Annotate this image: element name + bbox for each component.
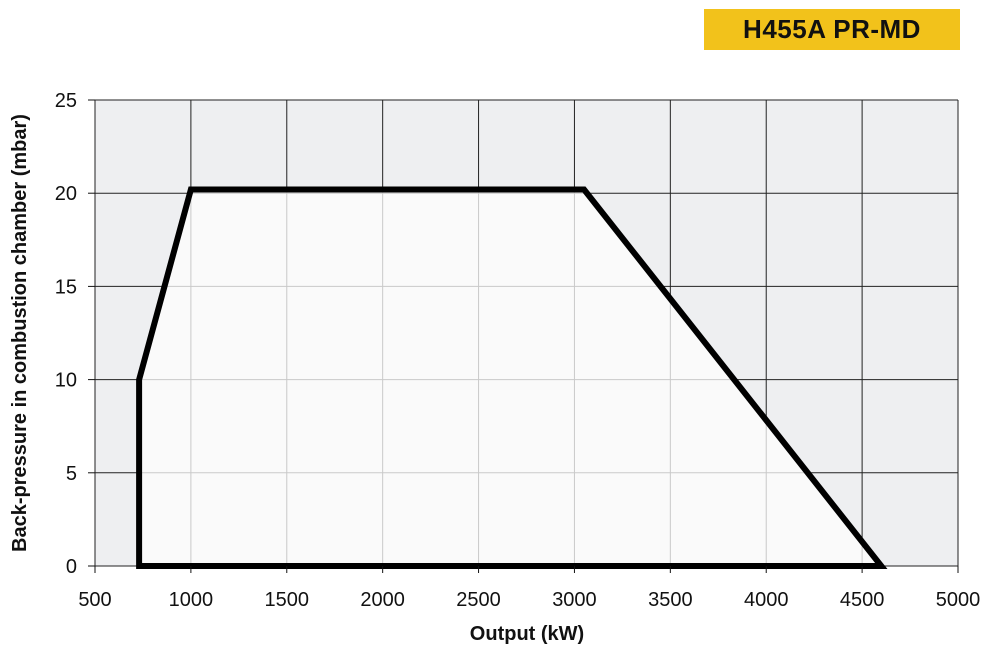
y-axis-title: Back-pressure in combustion chamber (mba… — [9, 114, 31, 552]
x-tick-label: 500 — [78, 589, 111, 611]
plot-area — [94, 99, 959, 569]
y-tick-label: 15 — [55, 276, 77, 298]
y-tick-label: 5 — [66, 463, 77, 485]
model-label: H455A PR-MD — [743, 14, 921, 44]
model-badge: H455A PR-MD — [704, 9, 960, 50]
x-tick-label: 1000 — [169, 589, 214, 611]
y-axis-ticks: 0 5 10 15 20 25 — [55, 90, 95, 578]
x-axis-title: Output (kW) — [470, 623, 584, 645]
y-tick-label: 10 — [55, 370, 77, 392]
y-tick-label: 20 — [55, 183, 77, 205]
x-axis-ticks: 500 1000 1500 2000 2500 3000 3500 4000 4500 5000 — [78, 566, 980, 611]
x-tick-label: 5000 — [936, 589, 981, 611]
y-tick-label: 25 — [55, 90, 77, 112]
x-tick-label: 1500 — [265, 589, 310, 611]
x-tick-label: 2500 — [456, 589, 501, 611]
x-tick-label: 3500 — [648, 589, 693, 611]
x-tick-label: 2000 — [360, 589, 405, 611]
x-tick-label: 3000 — [552, 589, 597, 611]
x-tick-label: 4000 — [744, 589, 789, 611]
field-boundary-line — [136, 186, 888, 569]
y-tick-label: 0 — [66, 556, 77, 578]
field-fill — [139, 189, 882, 567]
x-tick-label: 4500 — [840, 589, 885, 611]
